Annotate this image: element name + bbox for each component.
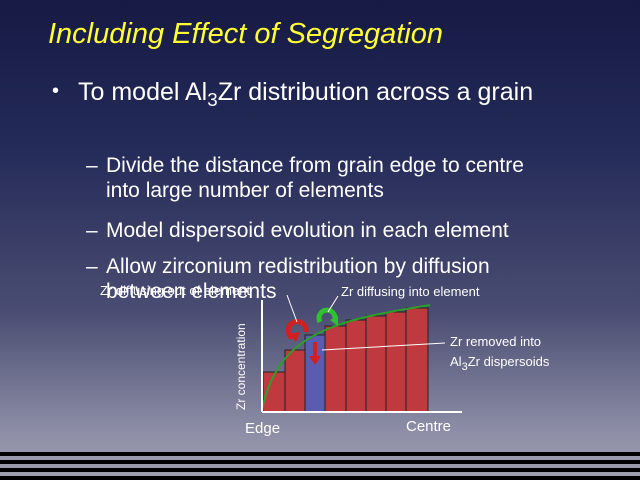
x-start-label: Edge (245, 420, 280, 437)
sub-bullet: – Divide the distance from grain edge to … (86, 153, 606, 203)
annotation: Al3Zr dispersoids (450, 354, 550, 373)
arrow-head (288, 332, 300, 342)
bullet-marker: • (52, 80, 60, 102)
stripe (0, 460, 640, 464)
pointer (286, 294, 298, 323)
element (284, 349, 306, 413)
text: Allow zirconium redistribution by diffus… (106, 255, 490, 303)
text: Zr dispersoids (468, 354, 550, 369)
element (365, 315, 387, 413)
pointer (327, 295, 339, 313)
text: Al (450, 354, 462, 369)
annotation: Zr diffusing into element (341, 284, 480, 299)
bullet-text: To model Al3Zr distribution across a gra… (78, 72, 558, 114)
text: Zr distribution across a grain (217, 78, 534, 106)
arrow-head (309, 356, 321, 365)
y-axis-label: Zr concentration (234, 323, 248, 410)
marker: – (86, 154, 98, 177)
element (385, 311, 407, 413)
slide-title: Including Effect of Segregation (48, 18, 443, 50)
text: Divide the distance from grain edge to c… (106, 154, 524, 202)
annotation: Zr removed into (450, 334, 541, 349)
marker: – (86, 219, 98, 242)
sub-bullet: – Model dispersoid evolution in each elem… (86, 218, 606, 243)
x-end-label: Centre (406, 418, 451, 435)
annotation: Zr diffusing out of element (100, 283, 250, 298)
subscript: 3 (207, 88, 218, 110)
stripe (0, 476, 640, 480)
element (405, 307, 429, 413)
concentration-curve (261, 304, 431, 411)
text: To model Al (78, 78, 208, 106)
arrow-head (330, 316, 338, 326)
element (324, 325, 347, 413)
marker: – (86, 255, 98, 278)
pointer (321, 342, 446, 351)
stripe (0, 452, 640, 456)
text: Model dispersoid evolution in each eleme… (106, 219, 509, 242)
subscript: 3 (462, 361, 468, 373)
element (345, 319, 367, 413)
sub-bullet: – Allow zirconium redistribution by diffu… (86, 254, 606, 304)
stripe (0, 468, 640, 472)
